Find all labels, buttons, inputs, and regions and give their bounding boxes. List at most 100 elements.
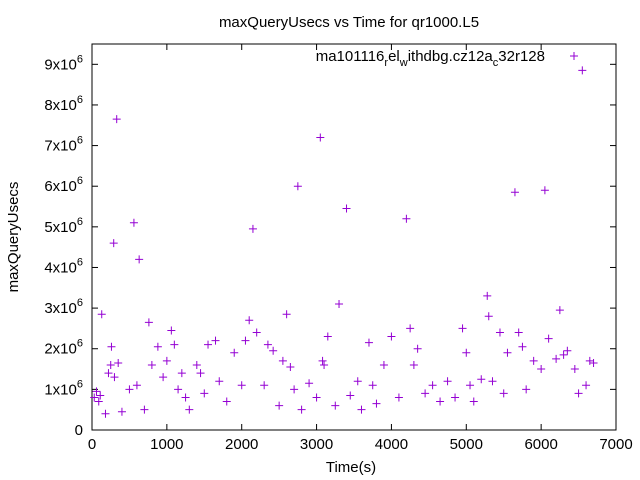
data-point bbox=[245, 316, 254, 325]
data-point bbox=[409, 360, 418, 369]
y-tick-label: 2x106 bbox=[44, 338, 83, 358]
data-point bbox=[230, 348, 239, 357]
data-point bbox=[132, 381, 141, 390]
data-point bbox=[215, 377, 224, 386]
data-point bbox=[167, 326, 176, 335]
data-point bbox=[241, 336, 250, 345]
data-point bbox=[181, 393, 190, 402]
data-point bbox=[147, 360, 156, 369]
data-point bbox=[495, 328, 504, 337]
data-point bbox=[421, 389, 430, 398]
x-axis-label: Time(s) bbox=[326, 459, 376, 476]
data-point bbox=[222, 397, 231, 406]
x-tick-label: 6000 bbox=[524, 436, 557, 453]
data-point bbox=[402, 214, 411, 223]
data-point bbox=[96, 391, 105, 400]
data-point bbox=[331, 401, 340, 410]
data-point bbox=[117, 407, 126, 416]
data-point bbox=[90, 393, 99, 402]
data-point bbox=[451, 393, 460, 402]
data-point bbox=[275, 401, 284, 410]
data-point bbox=[211, 336, 220, 345]
data-point bbox=[170, 340, 179, 349]
data-point bbox=[97, 310, 106, 319]
data-point bbox=[286, 363, 295, 372]
plot-border bbox=[91, 43, 617, 431]
data-point bbox=[488, 377, 497, 386]
data-point bbox=[510, 188, 519, 197]
data-point bbox=[109, 239, 118, 248]
data-point bbox=[144, 318, 153, 327]
y-tick-label: 6x106 bbox=[44, 175, 83, 195]
data-point bbox=[578, 66, 587, 75]
y-tick-label: 7x106 bbox=[44, 135, 83, 155]
x-tick-label: 3000 bbox=[300, 436, 333, 453]
data-point bbox=[305, 379, 314, 388]
data-point bbox=[368, 381, 377, 390]
y-axis: 0 1x106 2x106 3x106 4x106 5x106 6x106 7x106 8x10… bbox=[44, 53, 616, 439]
data-point bbox=[443, 377, 452, 386]
data-point bbox=[92, 387, 101, 396]
data-point bbox=[104, 369, 113, 378]
data-point bbox=[135, 255, 144, 264]
x-tick-label: 2000 bbox=[225, 436, 258, 453]
data-point bbox=[353, 377, 362, 386]
data-point bbox=[346, 391, 355, 400]
data-point bbox=[185, 405, 194, 414]
data-point bbox=[129, 218, 138, 227]
data-point bbox=[278, 356, 287, 365]
y-axis-label: maxQueryUsecs bbox=[5, 182, 22, 293]
data-point bbox=[483, 291, 492, 300]
data-point bbox=[162, 356, 171, 365]
data-point bbox=[413, 344, 422, 353]
data-point bbox=[248, 224, 257, 233]
data-point bbox=[159, 373, 168, 382]
x-axis: 0 1000 2000 3000 4000 5000 6000 7000 bbox=[88, 44, 633, 453]
data-point bbox=[101, 409, 110, 418]
data-point bbox=[357, 405, 366, 414]
data-point bbox=[112, 115, 121, 124]
data-point bbox=[312, 393, 321, 402]
data-point bbox=[94, 397, 103, 406]
data-point bbox=[428, 381, 437, 390]
data-point bbox=[458, 324, 467, 333]
data-point bbox=[522, 385, 531, 394]
data-point bbox=[114, 358, 123, 367]
data-point bbox=[282, 310, 291, 319]
data-point bbox=[204, 340, 213, 349]
data-point bbox=[477, 375, 486, 384]
data-point bbox=[529, 356, 538, 365]
x-tick-label: 5000 bbox=[450, 436, 483, 453]
legend-marker bbox=[570, 52, 578, 60]
data-point bbox=[237, 381, 246, 390]
chart-title: maxQueryUsecs vs Time for qr1000.L5 bbox=[219, 14, 479, 31]
x-tick-label: 7000 bbox=[599, 436, 632, 453]
legend-label: ma101116relwithdbg.cz12ac32r128 bbox=[316, 48, 545, 69]
y-tick-label: 5x106 bbox=[44, 216, 83, 236]
data-point bbox=[364, 338, 373, 347]
data-point bbox=[290, 385, 299, 394]
data-point bbox=[503, 348, 512, 357]
data-point bbox=[552, 354, 561, 363]
data-point bbox=[555, 306, 564, 315]
y-tick-label: 8x106 bbox=[44, 94, 83, 114]
y-tick-label: 1x106 bbox=[44, 378, 83, 398]
data-point bbox=[260, 381, 269, 390]
data-point bbox=[406, 324, 415, 333]
data-point bbox=[570, 365, 579, 374]
data-point bbox=[293, 182, 302, 191]
data-point bbox=[174, 385, 183, 394]
data-point bbox=[589, 358, 598, 367]
data-point bbox=[379, 360, 388, 369]
data-point bbox=[153, 342, 162, 351]
data-point bbox=[106, 360, 115, 369]
data-point bbox=[342, 204, 351, 213]
plot-frame bbox=[91, 43, 617, 431]
data-point bbox=[196, 369, 205, 378]
data-point bbox=[462, 348, 471, 357]
data-point bbox=[394, 393, 403, 402]
x-tick-label: 1000 bbox=[150, 436, 183, 453]
data-point bbox=[323, 332, 332, 341]
data-point bbox=[466, 381, 475, 390]
data-point bbox=[335, 300, 344, 309]
